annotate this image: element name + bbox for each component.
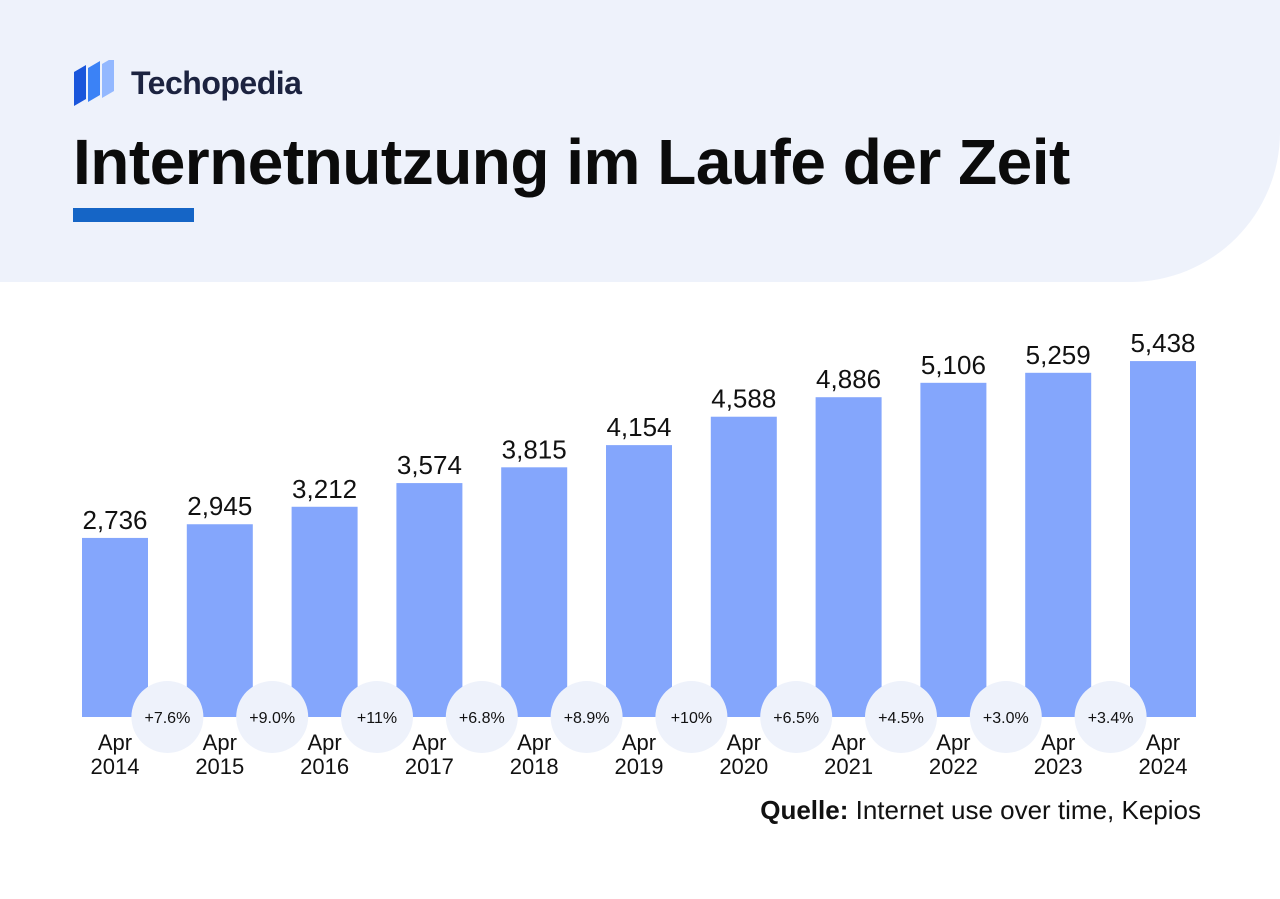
- growth-badge: [865, 681, 937, 753]
- growth-label: +6.8%: [459, 710, 505, 727]
- bar-value-label: 3,574: [397, 450, 462, 480]
- x-tick-label: Apr: [1146, 730, 1180, 755]
- x-tick-label: Apr: [203, 730, 237, 755]
- source-text: Internet use over time, Kepios: [855, 795, 1201, 825]
- growth-label: +10%: [671, 710, 712, 727]
- bar-chart: 2,736Apr20142,945Apr20153,212Apr20163,57…: [82, 328, 1196, 779]
- x-tick-label: 2019: [615, 754, 664, 779]
- bar: [606, 445, 672, 717]
- growth-label: +9.0%: [249, 710, 295, 727]
- growth-badge: [1074, 681, 1147, 753]
- header-background: [0, 0, 1280, 282]
- bar: [396, 483, 463, 717]
- x-tick-label: Apr: [307, 730, 341, 755]
- growth-badge: [131, 681, 204, 753]
- growth-label: +6.5%: [773, 710, 819, 727]
- bar-value-label: 2,736: [82, 505, 147, 535]
- growth-label: +4.5%: [878, 710, 924, 727]
- growth-badge: [969, 681, 1042, 753]
- growth-badge: [341, 681, 413, 753]
- x-tick-label: 2014: [91, 754, 140, 779]
- growth-badge: [655, 681, 728, 753]
- page-title: Internetnutzung im Laufe der Zeit: [73, 126, 1070, 198]
- x-tick-label: Apr: [412, 730, 446, 755]
- bar-value-label: 2,945: [187, 491, 252, 521]
- bar-value-label: 5,438: [1130, 328, 1195, 358]
- source-label: Quelle:: [760, 795, 849, 825]
- x-tick-label: 2024: [1139, 754, 1188, 779]
- brand-name: Techopedia: [131, 64, 302, 101]
- source-note: Quelle: Internet use over time, Kepios: [760, 795, 1201, 826]
- x-tick-label: 2018: [510, 754, 559, 779]
- bar-value-label: 5,106: [921, 350, 986, 380]
- bar: [710, 416, 777, 717]
- x-tick-label: 2022: [929, 754, 978, 779]
- bar-value-label: 3,212: [292, 474, 357, 504]
- x-tick-label: 2016: [300, 754, 349, 779]
- growth-badge: [550, 681, 623, 753]
- x-tick-label: Apr: [1041, 730, 1075, 755]
- x-tick-label: 2023: [1034, 754, 1083, 779]
- techopedia-logo-icon: [74, 60, 114, 106]
- brand-logo: Techopedia: [73, 60, 302, 106]
- growth-label: +8.9%: [564, 710, 610, 727]
- bar-value-label: 5,259: [1026, 340, 1091, 370]
- x-tick-label: Apr: [831, 730, 865, 755]
- growth-badge: [445, 681, 518, 753]
- growth-badge: [760, 681, 833, 753]
- growth-label: +7.6%: [144, 710, 190, 727]
- bar: [82, 537, 148, 717]
- growth-label: +11%: [357, 710, 397, 727]
- x-tick-label: 2015: [195, 754, 244, 779]
- x-tick-label: 2020: [719, 754, 768, 779]
- growth-label: +3.4%: [1088, 710, 1134, 727]
- bar: [501, 467, 568, 717]
- title-underline: [73, 208, 194, 222]
- growth-label: +3.0%: [983, 710, 1029, 727]
- x-tick-label: 2021: [824, 754, 873, 779]
- bar: [186, 524, 253, 717]
- bar-value-label: 4,588: [711, 384, 776, 414]
- x-tick-label: Apr: [622, 730, 656, 755]
- bar-value-label: 3,815: [502, 434, 567, 464]
- x-tick-label: Apr: [98, 730, 132, 755]
- bar: [1025, 372, 1092, 717]
- bar: [920, 382, 987, 717]
- x-tick-label: Apr: [517, 730, 551, 755]
- x-tick-label: Apr: [936, 730, 970, 755]
- x-tick-label: 2017: [405, 754, 454, 779]
- bar: [291, 506, 358, 717]
- bar-value-label: 4,154: [606, 412, 671, 442]
- bar: [1130, 361, 1196, 717]
- bar-value-label: 4,886: [816, 364, 881, 394]
- bar: [815, 397, 882, 717]
- x-tick-label: Apr: [727, 730, 761, 755]
- growth-badge: [236, 681, 309, 753]
